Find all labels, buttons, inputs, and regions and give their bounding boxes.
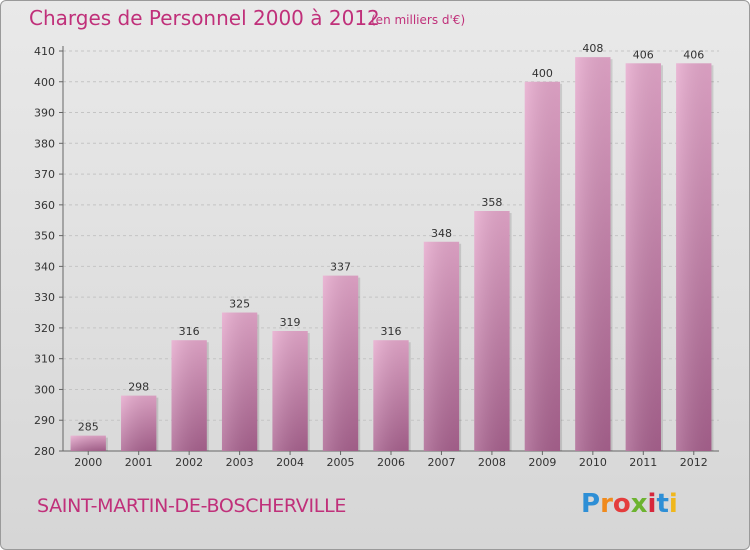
x-tick-label: 2012 bbox=[680, 456, 708, 469]
data-label: 406 bbox=[683, 48, 704, 61]
y-tick-label: 300 bbox=[34, 383, 55, 396]
bar-highlight bbox=[524, 81, 561, 452]
y-tick-label: 310 bbox=[34, 353, 55, 366]
data-label: 400 bbox=[532, 67, 553, 80]
chart-title: Charges de Personnel 2000 à 2012 bbox=[29, 6, 380, 30]
x-tick-label: 2007 bbox=[427, 456, 455, 469]
x-tick-label: 2011 bbox=[629, 456, 657, 469]
bar-highlight bbox=[474, 211, 510, 451]
y-tick-label: 410 bbox=[34, 45, 55, 58]
commune-name: SAINT-MARTIN-DE-BOSCHERVILLE bbox=[37, 495, 347, 517]
bar-highlight bbox=[676, 63, 712, 452]
x-tick-label: 2000 bbox=[74, 456, 102, 469]
x-tick-label: 2006 bbox=[377, 456, 405, 469]
data-label: 358 bbox=[481, 196, 502, 209]
x-tick-label: 2008 bbox=[478, 456, 506, 469]
y-tick-label: 360 bbox=[34, 199, 55, 212]
data-label: 285 bbox=[78, 421, 99, 434]
y-tick-label: 380 bbox=[34, 137, 55, 150]
y-tick-label: 390 bbox=[34, 107, 55, 120]
y-tick-label: 350 bbox=[34, 230, 55, 243]
bar-highlight bbox=[575, 57, 611, 452]
data-label: 348 bbox=[431, 227, 452, 240]
y-tick-label: 330 bbox=[34, 291, 55, 304]
x-tick-label: 2001 bbox=[125, 456, 153, 469]
bar-highlight bbox=[373, 340, 409, 451]
x-tick-label: 2010 bbox=[579, 456, 607, 469]
data-label: 298 bbox=[128, 381, 149, 394]
data-label: 316 bbox=[381, 325, 402, 338]
y-tick-label: 280 bbox=[34, 445, 55, 458]
bar-highlight bbox=[625, 63, 661, 452]
bar-highlight bbox=[171, 340, 207, 451]
bar-highlight bbox=[121, 395, 157, 451]
y-tick-label: 340 bbox=[34, 260, 55, 273]
bars bbox=[70, 57, 714, 452]
bar-highlight bbox=[423, 241, 460, 451]
bar-highlight bbox=[272, 331, 308, 451]
data-label: 319 bbox=[280, 316, 301, 329]
x-tick-label: 2009 bbox=[528, 456, 556, 469]
x-tick-label: 2002 bbox=[175, 456, 203, 469]
x-tick-label: 2003 bbox=[226, 456, 254, 469]
data-label: 316 bbox=[179, 325, 200, 338]
proxiti-logo: Proxiti bbox=[581, 489, 678, 519]
bar-highlight bbox=[322, 275, 359, 451]
bar-highlight bbox=[221, 312, 258, 451]
x-tick-label: 2005 bbox=[327, 456, 355, 469]
data-label: 406 bbox=[633, 48, 654, 61]
data-label: 408 bbox=[582, 42, 603, 55]
chart-subtitle: (en milliers d'€) bbox=[371, 13, 466, 27]
bar-highlight bbox=[70, 435, 106, 451]
data-label: 337 bbox=[330, 261, 351, 274]
data-label: 325 bbox=[229, 298, 250, 311]
x-tick-label: 2004 bbox=[276, 456, 304, 469]
y-tick-label: 320 bbox=[34, 322, 55, 335]
y-tick-label: 370 bbox=[34, 168, 55, 181]
y-tick-label: 400 bbox=[34, 76, 55, 89]
axes: 280 290 300 310 320 330 340 350 360 370 380 390 400 4… bbox=[34, 45, 719, 458]
labels: 285 2000 298 2001 316 2002 325 2003 319 2004 337 20… bbox=[74, 42, 708, 469]
y-tick-label: 290 bbox=[34, 414, 55, 427]
